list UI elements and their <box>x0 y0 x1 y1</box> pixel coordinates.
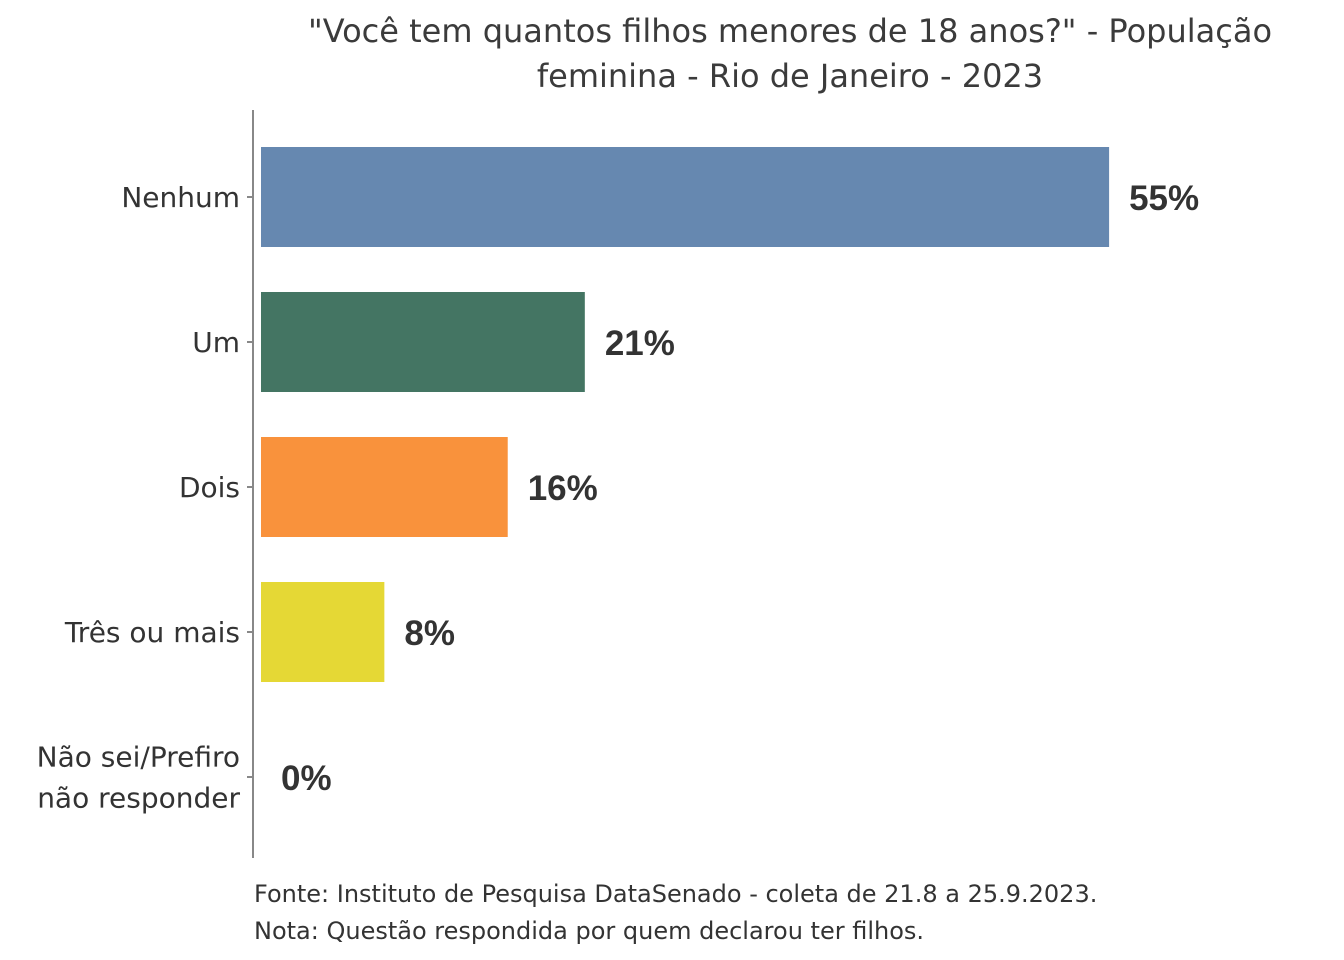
bar-2 <box>261 292 585 392</box>
nota-note: Nota: Questão respondida por quem declar… <box>254 917 924 945</box>
chart-title-line-2: feminina - Rio de Janeiro - 2023 <box>537 57 1043 95</box>
value-label-3: 16% <box>528 469 598 508</box>
bar-4 <box>261 582 385 682</box>
category-label-5: Não sei/Prefiro <box>37 741 240 774</box>
category-label-3: Dois <box>179 471 240 504</box>
category-label-4: Três ou mais <box>64 616 240 649</box>
value-label-5: 0% <box>281 759 332 798</box>
value-label-1: 55% <box>1129 179 1199 218</box>
bar-3 <box>261 437 508 537</box>
plot-area: Nenhum 55% Um 21% Dois 16% Três ou mais 8% Não s… <box>37 147 1199 815</box>
value-label-4: 8% <box>404 614 455 653</box>
category-label-1: Nenhum <box>121 181 240 214</box>
bar-1 <box>261 147 1110 247</box>
category-label-5: não responder <box>37 782 240 815</box>
source-note: Fonte: Instituto de Pesquisa DataSenado … <box>254 880 1097 908</box>
value-label-2: 21% <box>605 324 675 363</box>
category-label-2: Um <box>192 326 240 359</box>
chart-title-line-1: "Você tem quantos filhos menores de 18 a… <box>308 12 1272 50</box>
